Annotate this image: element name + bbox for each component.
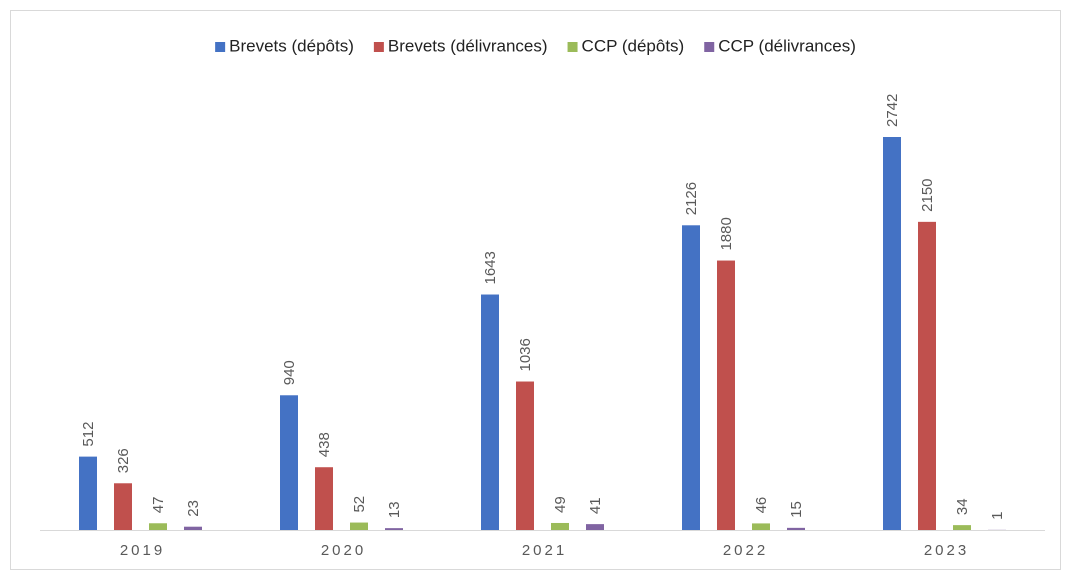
data-label: 34 — [954, 498, 971, 515]
bar — [79, 456, 97, 530]
bar — [516, 381, 534, 530]
data-label: 47 — [150, 497, 167, 514]
bar — [551, 522, 569, 530]
data-label: 46 — [753, 497, 770, 514]
legend-label: CCP (délivrances) — [718, 36, 856, 55]
data-label: 512 — [80, 422, 97, 447]
data-label: 1 — [989, 512, 1006, 520]
data-label: 2150 — [919, 178, 936, 211]
data-label: 326 — [115, 448, 132, 473]
bar — [883, 137, 901, 530]
data-label: 940 — [281, 360, 298, 385]
data-label: 2126 — [683, 182, 700, 215]
bar — [682, 225, 700, 531]
data-label: 13 — [386, 501, 403, 518]
legend-swatch — [704, 42, 715, 52]
data-label: 438 — [316, 432, 333, 457]
x-tick-label: 2022 — [723, 542, 768, 559]
bar — [586, 524, 604, 530]
data-label: 23 — [185, 500, 202, 517]
bar — [350, 522, 368, 530]
bar — [315, 467, 333, 530]
chart-frame — [10, 10, 1061, 570]
bar — [114, 483, 132, 530]
legend-swatch — [567, 42, 578, 52]
data-label: 41 — [587, 497, 604, 514]
x-tick-label: 2021 — [522, 542, 567, 559]
bar — [280, 395, 298, 530]
data-label: 1643 — [482, 251, 499, 284]
legend-label: Brevets (délivrances) — [388, 36, 548, 55]
bar — [717, 260, 735, 530]
bar — [752, 523, 770, 530]
legend-swatch — [373, 42, 384, 52]
data-label: 49 — [552, 496, 569, 513]
bar — [184, 526, 202, 530]
x-tick-label: 2023 — [924, 542, 969, 559]
data-label: 52 — [351, 496, 368, 513]
data-label: 1880 — [718, 217, 735, 250]
bar — [918, 221, 936, 531]
data-label: 2742 — [884, 94, 901, 127]
bar — [953, 525, 971, 530]
legend-label: Brevets (dépôts) — [229, 36, 354, 55]
bar — [787, 527, 805, 530]
x-tick-label: 2020 — [321, 542, 366, 559]
legend-swatch — [215, 42, 226, 52]
bar — [385, 528, 403, 530]
x-tick-label: 2019 — [120, 542, 165, 559]
data-label: 1036 — [517, 338, 534, 371]
legend-label: CCP (dépôts) — [582, 36, 685, 55]
data-label: 15 — [788, 501, 805, 518]
bar — [149, 523, 167, 530]
bar — [481, 294, 499, 530]
